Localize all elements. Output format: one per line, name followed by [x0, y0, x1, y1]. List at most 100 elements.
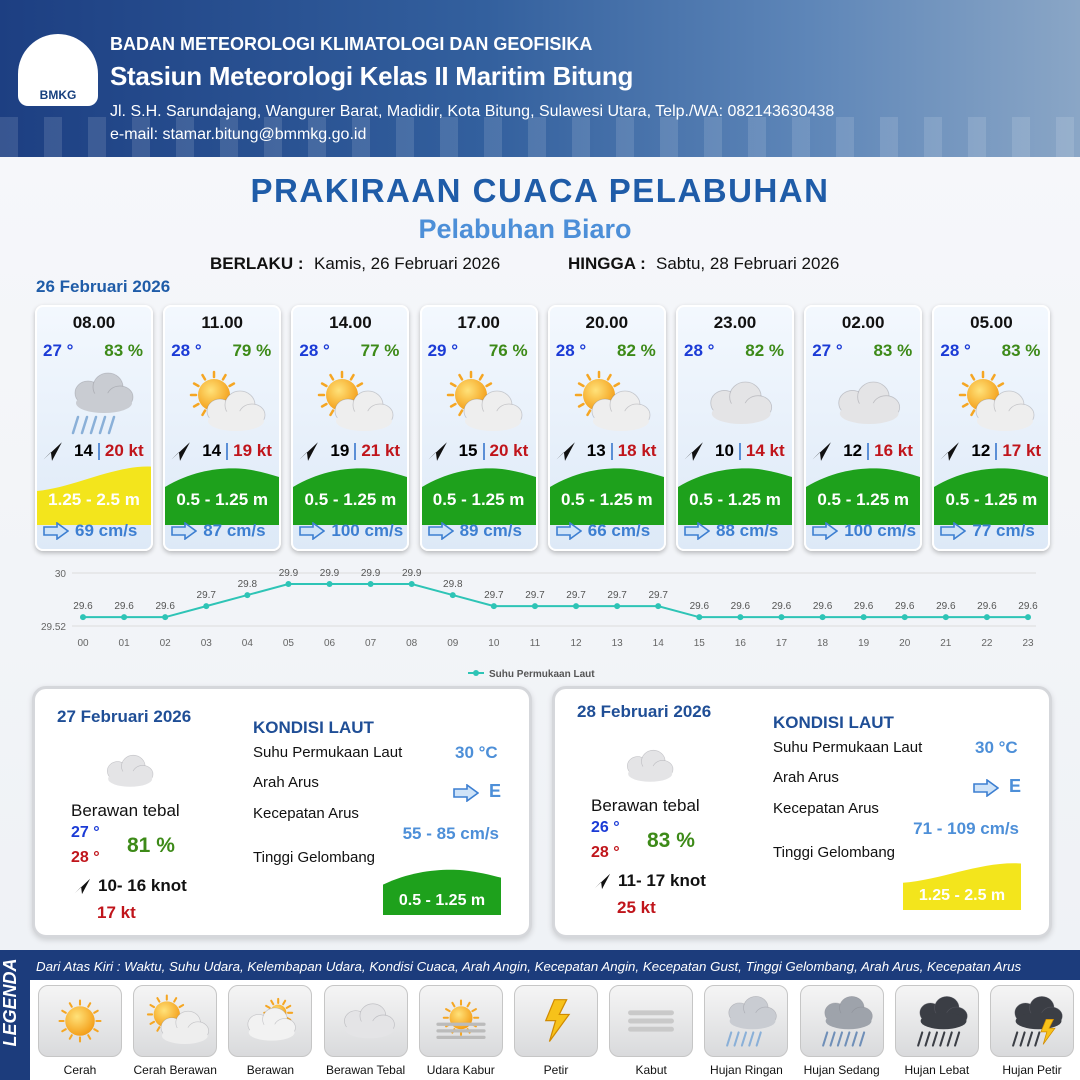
weather-icon	[71, 372, 134, 435]
legend-icon	[544, 999, 571, 1042]
wave-label: Tinggi Gelombang	[253, 849, 376, 866]
current-arrow	[684, 522, 710, 540]
humidity: 83 %	[647, 829, 695, 852]
time: 20.00	[585, 313, 629, 332]
date: 28 Februari 2026	[577, 702, 712, 721]
cloud	[206, 390, 266, 431]
wave: 1.25 - 2.5 m	[918, 887, 1006, 904]
cloud	[1014, 996, 1063, 1030]
cloud-base	[208, 411, 265, 431]
weather-icon	[838, 381, 901, 424]
value-label: 29.6	[690, 601, 710, 612]
humidity: 77 %	[360, 341, 400, 360]
weather-icon	[247, 997, 297, 1041]
sun-ray	[201, 373, 207, 381]
value-label: 29.6	[114, 601, 134, 612]
sun-ray	[286, 1004, 292, 1009]
cloud-base	[825, 1012, 872, 1030]
humidity: 83 %	[873, 341, 913, 360]
current-dir-label: Arah Arus	[253, 774, 319, 791]
value-label: 29.7	[484, 590, 504, 601]
current-speed: 100 cm/s	[844, 521, 917, 540]
value-label: 29.6	[155, 601, 175, 612]
wind-arrow-icon	[594, 873, 611, 890]
cloud	[160, 1010, 210, 1044]
wind-speed: 10	[715, 441, 734, 460]
value-label: 29.6	[813, 601, 833, 612]
sst-label: Suhu Permukaan Laut	[773, 739, 923, 756]
forecast-card: 17.00 29 ° 76 % 15 20 kt 0.5 - 1.25 m 89 cm/s	[419, 305, 538, 551]
x-tick-label: 14	[653, 638, 665, 649]
current-arrow-icon	[973, 779, 999, 797]
wind-row: 14 19 kt	[169, 440, 279, 462]
sst-point	[244, 592, 251, 599]
current-arrow-icon	[684, 522, 710, 540]
legend-title: LEGENDA	[0, 958, 20, 1047]
sun-ray	[484, 382, 492, 388]
wave-height: 0.5 - 1.25 m	[945, 490, 1038, 509]
sun-ray	[586, 409, 592, 417]
wind-arrow	[171, 442, 191, 461]
legend-icon-box	[704, 985, 789, 1057]
forecast-card: 08.00 27 ° 83 % 14 20 kt 1.25 - 2.5 m 69 cm/s	[35, 305, 153, 551]
sst-point	[490, 603, 497, 610]
wave-height: 0.5 - 1.25 m	[176, 490, 269, 509]
wave-shape	[806, 468, 921, 525]
weather-icon	[574, 370, 651, 431]
weather-icon	[1012, 996, 1063, 1047]
forecast-card: 02.00 27 ° 83 % 12 16 kt 0.5 - 1.25 m 100 cm/s	[804, 305, 923, 551]
current-arrow	[427, 522, 454, 540]
wave-fill	[806, 468, 921, 525]
sun-ray	[87, 1034, 92, 1040]
legend-item-label: Berawan	[246, 1063, 295, 1077]
air-temperature: 29 °	[427, 341, 459, 360]
rain-drop	[858, 1031, 865, 1047]
wave-fill	[421, 468, 536, 525]
rain-drop	[821, 1031, 828, 1047]
current-speed: 66 cm/s	[587, 521, 651, 540]
x-tick-label: 13	[612, 638, 624, 649]
wave-shape	[293, 468, 408, 525]
sun-ray	[444, 1008, 451, 1013]
kondisi-title: KONDISI LAUT	[773, 713, 894, 732]
cloud-base	[108, 771, 153, 787]
separator	[354, 442, 357, 460]
current-row: 69 cm/s	[43, 521, 137, 541]
value-label: 29.6	[936, 601, 956, 612]
sun-ray	[265, 1004, 272, 1009]
current-speed-label: Kecepatan Arus	[773, 800, 879, 817]
sst-point	[614, 603, 621, 610]
sun-ray	[93, 1009, 99, 1014]
wind-speed: 12	[843, 441, 863, 460]
value-label: 29.9	[320, 568, 340, 579]
sun-ray	[613, 382, 620, 388]
sun-ray	[156, 1026, 161, 1032]
legend-item-label: Berawan Tebal	[326, 1063, 406, 1077]
sun-ray	[606, 373, 612, 381]
sun-ray	[457, 409, 463, 417]
current-row: 66 cm/s	[555, 521, 651, 541]
wind: 10- 16 knot	[98, 876, 187, 895]
sst-point	[449, 592, 456, 599]
sst-point	[778, 614, 785, 621]
current-row: 77 cm/s	[940, 521, 1035, 541]
weather-icon-frame	[959, 370, 1035, 431]
valid-from: Kamis, 26 Februari 2026	[314, 254, 501, 273]
header	[0, 0, 1080, 157]
humidity: 81 %	[127, 834, 175, 857]
current-speed: 88 cm/s	[716, 521, 779, 540]
legend-icon-box	[228, 985, 313, 1057]
sun-ray	[156, 997, 161, 1003]
sun-ray	[149, 1003, 156, 1009]
legend-icon	[726, 996, 778, 1047]
legend-icon-box	[133, 985, 218, 1057]
humidity: 83 %	[104, 341, 143, 360]
time: 23.00	[713, 313, 757, 332]
sun-ray	[329, 373, 335, 381]
time: 14.00	[329, 313, 372, 332]
current-speed: 69 cm/s	[75, 521, 138, 540]
cloud	[74, 372, 134, 413]
wind-arrow-icon	[43, 442, 62, 461]
current-dir-label: Arah Arus	[773, 769, 839, 786]
